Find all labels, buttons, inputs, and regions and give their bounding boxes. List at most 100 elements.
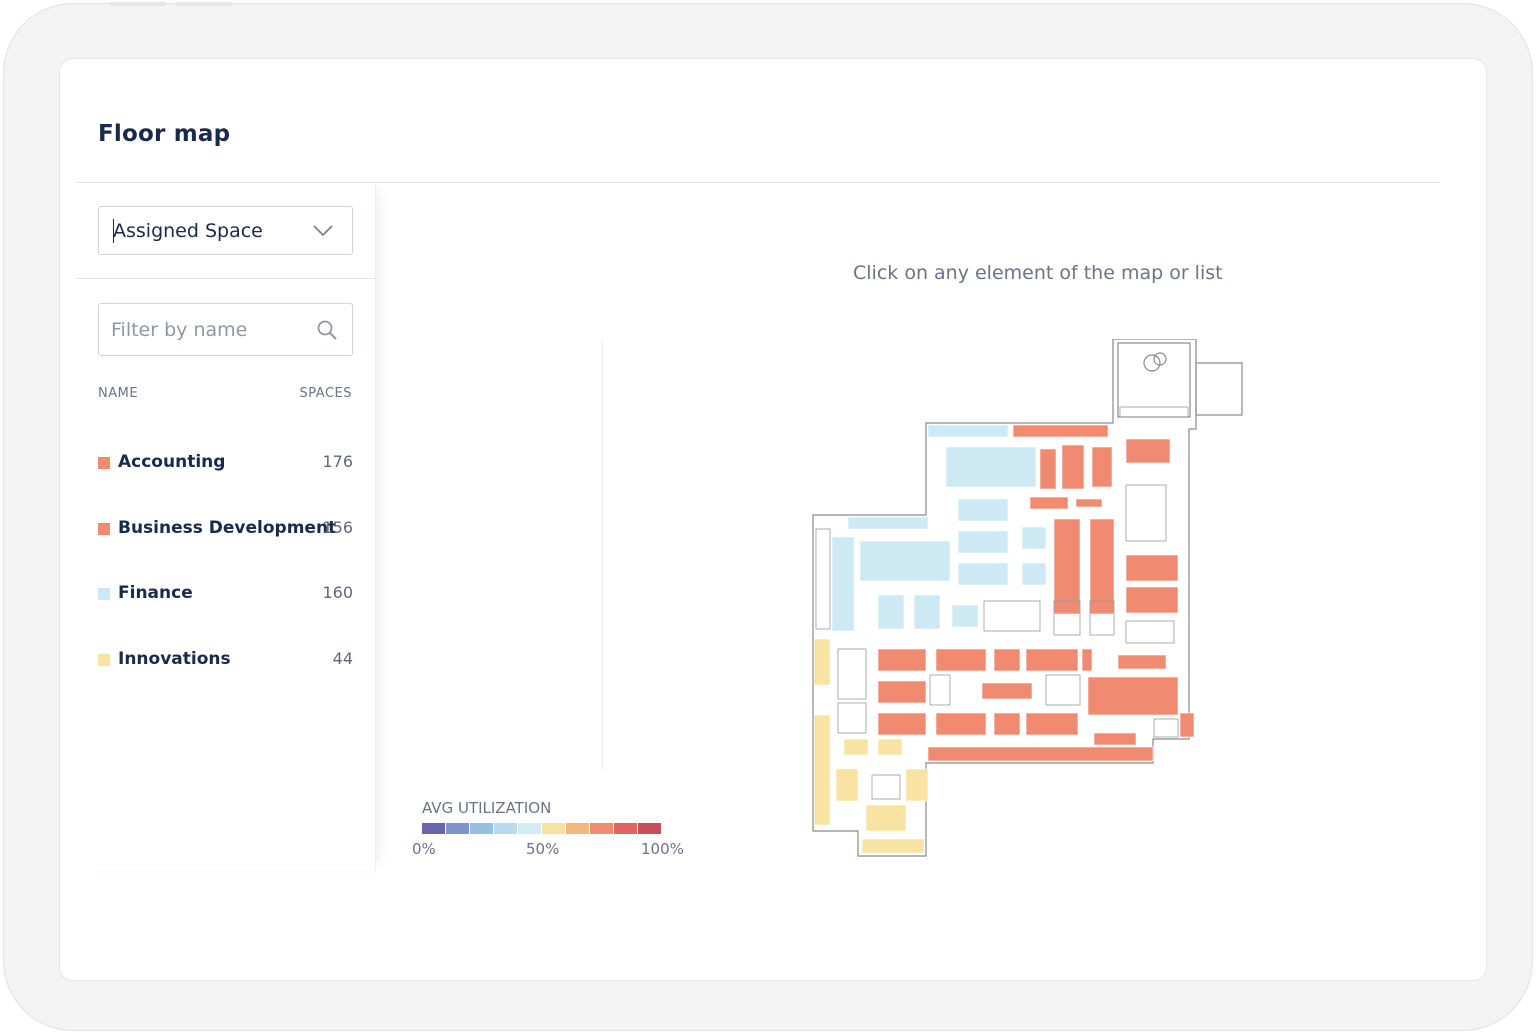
room-finance[interactable]	[831, 536, 855, 632]
room-finance[interactable]	[951, 604, 979, 628]
room-accounting[interactable]	[1012, 424, 1109, 438]
room-business-development[interactable]	[1025, 712, 1079, 736]
room-finance[interactable]	[1021, 526, 1047, 550]
room-unassigned[interactable]	[837, 702, 867, 734]
room-business-development[interactable]	[935, 648, 987, 672]
view-select[interactable]: Assigned Space	[98, 206, 353, 255]
legend-step	[590, 823, 613, 834]
room-accounting[interactable]	[1089, 518, 1115, 615]
room-unassigned[interactable]	[871, 774, 901, 800]
room-business-development[interactable]	[1093, 732, 1137, 746]
color-swatch	[98, 457, 110, 469]
room-unassigned[interactable]	[815, 528, 831, 630]
list-item-spaces: 156	[322, 518, 353, 537]
room-unassigned[interactable]	[1053, 600, 1081, 636]
room-business-development[interactable]	[927, 746, 1154, 762]
room-finance[interactable]	[859, 540, 951, 582]
room-unassigned[interactable]	[983, 600, 1041, 632]
list-item-finance[interactable]: Finance 160	[98, 582, 353, 606]
room-business-development[interactable]	[993, 712, 1021, 736]
room-unassigned[interactable]	[1089, 600, 1115, 636]
legend-step	[542, 823, 565, 834]
room-finance[interactable]	[913, 594, 941, 630]
room-accounting[interactable]	[1029, 496, 1069, 510]
lobby-fixture	[1153, 352, 1167, 366]
room-business-development[interactable]	[1087, 676, 1179, 716]
room-finance[interactable]	[957, 562, 1009, 586]
room-innovations[interactable]	[865, 804, 907, 832]
room-accounting[interactable]	[1053, 518, 1081, 615]
room-innovations[interactable]	[813, 638, 831, 686]
map-divider	[602, 341, 603, 769]
legend-title: AVG UTILIZATION	[422, 799, 552, 817]
room-finance[interactable]	[877, 594, 905, 630]
legend-tick-mid: 50%	[526, 840, 560, 858]
room-accounting[interactable]	[1039, 448, 1057, 490]
color-swatch	[98, 654, 110, 666]
list-item-name: Innovations	[118, 649, 231, 669]
filter-input[interactable]	[111, 317, 306, 343]
room-innovations[interactable]	[905, 768, 929, 802]
view-select-value: Assigned Space	[113, 219, 263, 242]
room-business-development[interactable]	[877, 712, 927, 736]
room-accounting[interactable]	[1075, 498, 1103, 508]
room-finance[interactable]	[945, 446, 1037, 488]
room-business-development[interactable]	[1117, 654, 1167, 670]
legend-step	[422, 823, 445, 834]
room-unassigned[interactable]	[837, 648, 867, 700]
room-unassigned[interactable]	[1119, 406, 1189, 418]
room-innovations[interactable]	[843, 738, 869, 756]
color-swatch	[98, 523, 110, 535]
search-icon	[316, 319, 338, 345]
room-unassigned[interactable]	[1045, 674, 1081, 706]
legend-step	[638, 823, 661, 834]
room-innovations[interactable]	[861, 838, 925, 854]
room-accounting[interactable]	[1125, 554, 1179, 582]
room-business-development[interactable]	[993, 648, 1021, 672]
room-innovations[interactable]	[835, 768, 859, 802]
floor-map[interactable]	[808, 339, 1248, 864]
room-accounting[interactable]	[1091, 446, 1113, 488]
legend-step	[446, 823, 469, 834]
list-item-innovations[interactable]: Innovations 44	[98, 648, 353, 672]
room-accounting[interactable]	[1061, 444, 1085, 490]
room-unassigned[interactable]	[929, 674, 951, 706]
room-business-development[interactable]	[935, 712, 987, 736]
text-cursor	[113, 219, 114, 243]
room-business-development[interactable]	[1025, 648, 1079, 672]
room-accounting[interactable]	[1125, 438, 1171, 464]
device-notch	[176, 2, 232, 6]
list-item-business-development[interactable]: Business Development 156	[98, 517, 353, 541]
legend-color-scale	[422, 823, 662, 834]
room-business-development[interactable]	[877, 680, 927, 704]
room-unassigned[interactable]	[1125, 484, 1167, 542]
legend-step	[470, 823, 493, 834]
filter-field[interactable]	[98, 303, 353, 356]
room-unassigned[interactable]	[1125, 620, 1175, 644]
room-finance[interactable]	[957, 530, 1009, 554]
room-accounting[interactable]	[1125, 586, 1179, 614]
list-item-accounting[interactable]: Accounting 176	[98, 451, 353, 475]
room-finance[interactable]	[957, 498, 1009, 522]
color-swatch	[98, 588, 110, 600]
room-finance[interactable]	[1021, 562, 1047, 586]
room-finance[interactable]	[847, 516, 929, 530]
list-item-name: Finance	[118, 583, 193, 603]
column-header-spaces: SPACES	[299, 386, 352, 401]
lobby-room	[1117, 342, 1191, 418]
room-business-development[interactable]	[1081, 648, 1093, 672]
column-header-name: NAME	[98, 386, 139, 401]
list-item-spaces: 44	[332, 649, 353, 668]
room-business-development[interactable]	[1179, 712, 1195, 738]
floor-outline	[812, 339, 1197, 857]
room-innovations[interactable]	[877, 738, 903, 756]
device-frame: Floor map Assigned Space NAME SPACES	[3, 2, 1533, 1031]
room-business-development[interactable]	[877, 648, 927, 672]
room-business-development[interactable]	[981, 682, 1033, 700]
map-hint-text: Click on any element of the map or list	[853, 262, 1223, 284]
page-title: Floor map	[98, 121, 231, 147]
room-finance[interactable]	[927, 424, 1009, 438]
lobby-fixture	[1143, 354, 1161, 372]
room-unassigned[interactable]	[1153, 718, 1179, 738]
room-innovations[interactable]	[813, 714, 831, 826]
